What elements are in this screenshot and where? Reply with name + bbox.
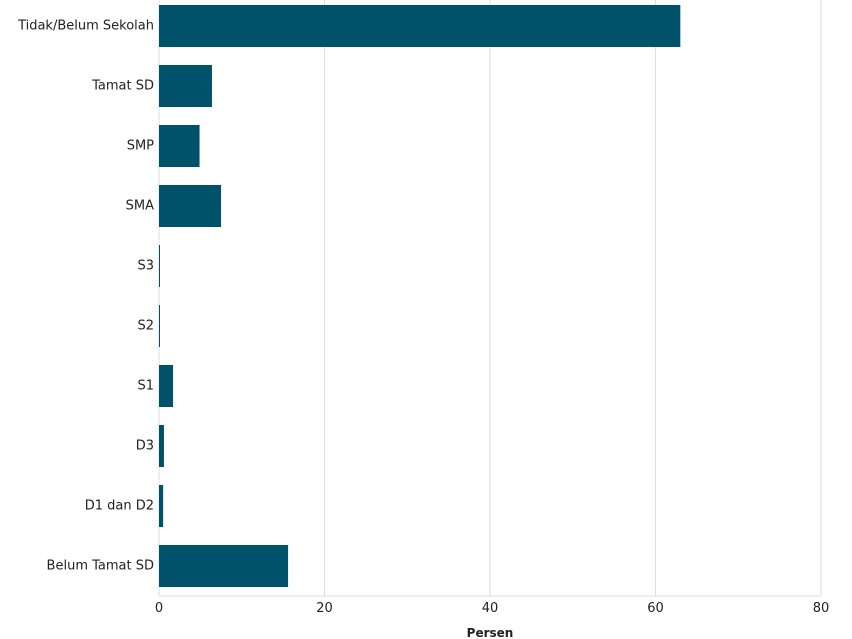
category-label: Tamat SD (91, 79, 154, 94)
gridlines (158, 0, 822, 597)
bar (159, 125, 200, 167)
category-label: Tidak/Belum Sekolah (17, 19, 154, 34)
category-label: S1 (137, 379, 154, 394)
category-label: S2 (137, 319, 154, 334)
category-labels: Tidak/Belum Sekolah Tamat SD SMP SMA S3 S2 S1 D… (17, 19, 154, 574)
x-axis-title: Persen (467, 626, 514, 639)
x-tick-label: 20 (316, 601, 333, 616)
category-label: SMP (127, 139, 154, 154)
bar (159, 485, 164, 527)
bar (159, 5, 681, 47)
bars (159, 5, 681, 587)
x-tick-label: 60 (647, 601, 664, 616)
x-tick-label: 80 (813, 601, 830, 616)
category-label: SMA (126, 199, 154, 214)
bar (159, 305, 160, 347)
bar (159, 185, 222, 227)
category-label: S3 (137, 259, 154, 274)
bar (159, 365, 174, 407)
x-tick-labels: 0 20 40 60 80 (155, 601, 829, 616)
bar (159, 65, 212, 107)
category-label: D3 (136, 439, 154, 454)
x-tick-label: 40 (482, 601, 499, 616)
category-label: D1 dan D2 (85, 499, 154, 514)
bar (159, 545, 289, 587)
x-tick-label: 0 (155, 601, 163, 616)
category-label: Belum Tamat SD (47, 559, 154, 574)
bar (159, 425, 164, 467)
bar (159, 245, 160, 287)
